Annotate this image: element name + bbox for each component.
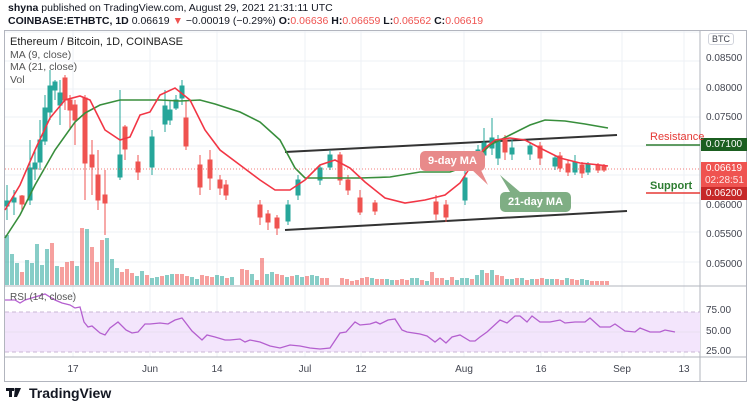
time-tick: 12: [355, 364, 367, 375]
chart-legend: Ethereum / Bitcoin, 1D, COINBASE MA (9, …: [10, 36, 183, 86]
ma9-callout[interactable]: 9-day MA: [420, 151, 485, 171]
price-channel[interactable]: [284, 134, 628, 231]
high-value: 0.06659: [342, 15, 381, 27]
resistance-label[interactable]: Resistance: [650, 131, 705, 143]
rsi-tick: 25.00: [706, 346, 732, 357]
time-tick: Jun: [141, 364, 159, 375]
volume-bars: [5, 228, 609, 285]
chart-title: Ethereum / Bitcoin, 1D, COINBASE: [10, 36, 184, 48]
rsi-tick: 75.00: [706, 305, 732, 316]
ma9-legend[interactable]: MA (9, close): [10, 48, 72, 61]
ma21-line: [4, 99, 609, 239]
open-value: 0.06636: [290, 15, 329, 27]
grid: [5, 31, 700, 357]
price-tick: 0.05000: [706, 259, 743, 270]
price-tick: 0.06000: [706, 200, 743, 211]
support-price-label: 0.06200: [701, 187, 747, 200]
time-tick: 16: [535, 364, 547, 375]
close-value: 0.06619: [445, 15, 484, 27]
rsi-tick: 50.00: [706, 326, 732, 337]
low-value: 0.06562: [393, 15, 432, 27]
support-label[interactable]: Support: [650, 180, 693, 192]
last-price: 0.06619: [131, 15, 170, 27]
tradingview-logo-text: TradingView: [29, 385, 112, 401]
volume-legend[interactable]: Vol: [10, 73, 25, 86]
publisher-name[interactable]: shyna: [8, 2, 39, 14]
rsi-legend[interactable]: RSI (14, close): [10, 292, 77, 303]
time-tick: 14: [211, 364, 223, 375]
down-arrow-icon: ▼: [172, 15, 183, 27]
price-tick: 0.07500: [706, 112, 743, 123]
time-tick: Jul: [298, 364, 312, 375]
time-tick: 17: [67, 364, 79, 375]
resistance-price-label: 0.07100: [701, 138, 747, 151]
ma9-line: [4, 87, 609, 211]
symbol-ohlc-line: COINBASE:ETHBTC, 1D 0.06619 ▼ −0.00019 (…: [8, 15, 484, 27]
bar-countdown: 02:28:51: [705, 175, 744, 186]
tradingview-branding[interactable]: TradingView: [6, 385, 111, 401]
price-change: −0.00019 (−0.29%): [185, 15, 276, 27]
time-tick: 13: [678, 364, 690, 375]
current-price-label: 0.06619 02:28:51: [701, 162, 747, 188]
time-tick: Aug: [455, 364, 473, 375]
ma21-callout[interactable]: 21-day MA: [500, 192, 572, 212]
ma21-legend[interactable]: MA (21, close): [10, 61, 78, 73]
symbol-label: COINBASE:ETHBTC, 1D: [8, 15, 129, 27]
price-tick: 0.08000: [706, 83, 743, 94]
price-tick: 0.05500: [706, 229, 743, 240]
currency-badge[interactable]: BTC: [708, 33, 734, 45]
published-text: published on TradingView.com, August 29,…: [38, 2, 333, 14]
publish-header: shyna published on TradingView.com, Augu…: [8, 2, 483, 28]
tradingview-logo-icon: [6, 387, 21, 397]
rsi-line: [5, 293, 676, 350]
time-tick: Sep: [613, 364, 631, 375]
price-tick: 0.08500: [706, 53, 743, 64]
